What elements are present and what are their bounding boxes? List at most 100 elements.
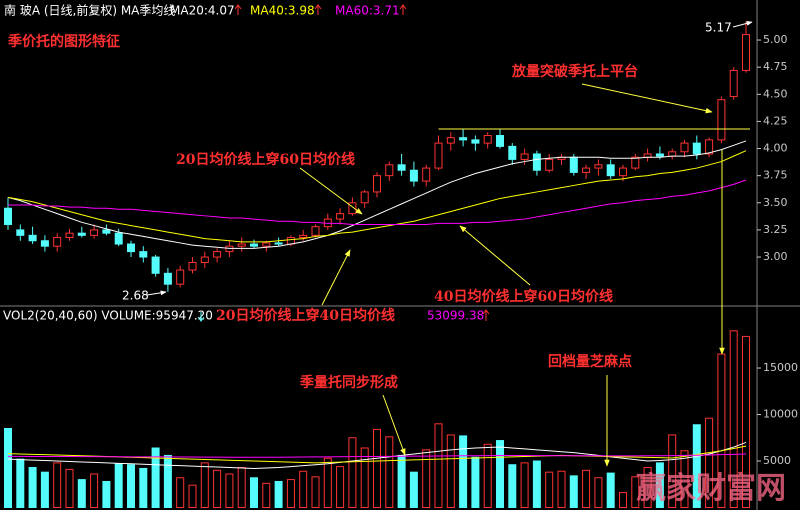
volume-title: VOL2(20,40,60) VOLUME:95947.20 — [3, 309, 213, 323]
volume-bar — [508, 464, 517, 508]
annotation: 放量突破季托上平台 — [511, 63, 638, 80]
volume-bar — [729, 330, 738, 508]
volume-bar — [680, 450, 689, 509]
low-arrow — [146, 290, 167, 296]
candle-body — [520, 153, 529, 160]
legend-arrow — [234, 4, 242, 15]
volume-bar — [286, 479, 295, 509]
volume-bar — [40, 471, 49, 509]
volume-bar — [77, 479, 86, 509]
volume-bar — [250, 477, 258, 508]
ma-line — [7, 150, 747, 243]
volume-bar — [705, 417, 714, 509]
volume-bar — [434, 423, 443, 508]
volume-bar — [28, 467, 37, 509]
candle-body — [65, 232, 74, 239]
arrow — [321, 249, 351, 306]
volume-bar — [139, 467, 148, 509]
volume-bar — [176, 477, 185, 508]
y-tick-label: 4.25 — [763, 114, 788, 127]
volume-bar — [188, 484, 197, 508]
watermark: 赢家财富网 — [636, 471, 786, 506]
volume-bar — [225, 473, 234, 508]
volume-arrow — [197, 312, 205, 322]
volume-bar — [16, 458, 25, 509]
candle-body — [90, 229, 99, 236]
candle-body — [200, 256, 209, 263]
candle-body — [619, 167, 627, 177]
candle-body — [163, 272, 172, 285]
candle-body — [668, 151, 677, 157]
volume-bar — [336, 466, 345, 508]
volume-bar — [127, 464, 135, 508]
chart-title: 南 玻A (日线,前复权) MA季均线 — [4, 3, 175, 18]
legend-entry: MA60:3.71 — [335, 4, 400, 18]
candle-body — [114, 232, 123, 245]
ma-line — [7, 441, 747, 469]
candle-body — [606, 164, 615, 177]
volume-bar — [459, 435, 468, 508]
y-tick-label: 4.50 — [763, 87, 788, 100]
volume-bar — [582, 469, 591, 508]
candle-body — [459, 137, 468, 141]
volume-bar — [619, 492, 627, 509]
legend-arrow — [314, 4, 322, 15]
candle-body — [434, 142, 443, 169]
candle-body — [77, 232, 86, 236]
candle-body — [28, 234, 37, 242]
candle-body — [532, 153, 541, 171]
candle-body — [213, 251, 222, 258]
volume-bar — [262, 482, 271, 509]
candle-body — [582, 167, 591, 173]
volume-bar — [569, 475, 578, 509]
volume-bar — [90, 473, 99, 508]
candle-body — [311, 226, 320, 236]
candle-body — [569, 156, 578, 173]
volume-bar — [53, 462, 62, 509]
low-label: 2.68 — [122, 289, 149, 303]
volume-bar — [471, 456, 480, 508]
candle-body — [446, 137, 455, 144]
volume-bar — [692, 424, 701, 508]
candle-body — [471, 139, 480, 144]
volume-bar — [631, 476, 640, 508]
candle-body — [717, 99, 726, 141]
volume-bar — [520, 462, 529, 509]
candle-body — [631, 156, 640, 169]
candle-body — [102, 229, 111, 234]
volume-bar — [274, 480, 283, 508]
volume-bar — [102, 480, 111, 508]
volume-bar — [360, 447, 369, 509]
legend-entry: MA20:4.07 — [170, 4, 235, 18]
candle-body — [127, 243, 135, 253]
arrow — [459, 225, 531, 286]
ma-line — [8, 453, 747, 458]
candle-body — [139, 251, 148, 258]
arrow — [382, 394, 406, 456]
volume-bar — [213, 469, 222, 508]
volume-bar — [397, 454, 406, 509]
candle-body — [397, 164, 406, 171]
candle-body — [496, 135, 504, 147]
annotation: 季价托的图形特征 — [7, 33, 120, 50]
y-tick-label: 4.00 — [763, 142, 788, 155]
candle-body — [483, 135, 492, 144]
volume-bar — [545, 471, 554, 509]
ma-line — [8, 179, 747, 225]
volume-bar — [311, 476, 320, 508]
candle-body — [385, 164, 394, 177]
candle-body — [508, 145, 517, 160]
volume-bar — [385, 436, 394, 508]
candle-body — [299, 234, 308, 239]
volume-bar — [557, 470, 566, 509]
candle-body — [4, 207, 12, 225]
volume-bar — [606, 472, 615, 508]
candle-body — [53, 237, 62, 247]
high-label: 5.17 — [705, 21, 732, 35]
candle-body — [237, 243, 246, 247]
candle-body — [360, 191, 369, 204]
annotation: 回档量芝麻点 — [548, 353, 632, 370]
y-tick-label: 5000 — [763, 454, 791, 467]
candle-body — [692, 142, 701, 155]
